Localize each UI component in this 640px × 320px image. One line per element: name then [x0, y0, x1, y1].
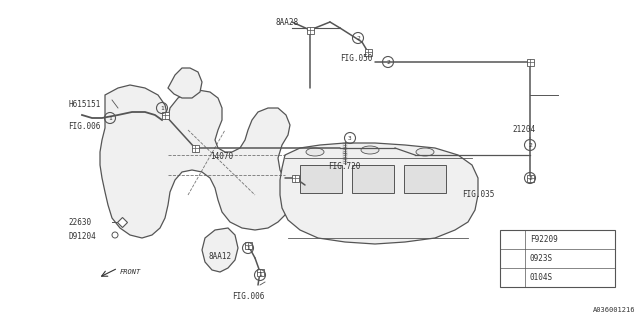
Ellipse shape — [416, 148, 434, 156]
Text: 1: 1 — [246, 245, 250, 251]
Polygon shape — [202, 228, 238, 272]
Bar — [300, 165, 342, 193]
Bar — [404, 165, 446, 193]
Polygon shape — [280, 143, 478, 244]
Text: FIG.720: FIG.720 — [328, 162, 360, 171]
Bar — [352, 165, 394, 193]
Text: 1: 1 — [511, 237, 515, 242]
Text: FIG.006: FIG.006 — [232, 292, 264, 301]
Text: 21204: 21204 — [512, 125, 535, 134]
Text: 3: 3 — [511, 275, 515, 280]
Text: 2: 2 — [528, 175, 532, 180]
Text: 1: 1 — [108, 116, 112, 121]
Text: A036001216: A036001216 — [593, 307, 635, 313]
Text: FRONT: FRONT — [120, 269, 141, 275]
Ellipse shape — [361, 146, 379, 154]
Text: 2: 2 — [511, 256, 515, 261]
Ellipse shape — [306, 148, 324, 156]
Text: FIG.035: FIG.035 — [462, 190, 494, 199]
Text: 1: 1 — [258, 273, 262, 277]
Text: 2: 2 — [528, 142, 532, 148]
Text: D91204: D91204 — [68, 232, 96, 241]
Polygon shape — [168, 68, 202, 98]
Text: 0104S: 0104S — [530, 273, 553, 282]
Bar — [191, 145, 198, 151]
Text: 3: 3 — [348, 135, 352, 140]
Bar — [527, 174, 534, 181]
Text: F92209: F92209 — [530, 235, 557, 244]
Bar — [365, 49, 371, 55]
Text: FIG.050: FIG.050 — [340, 54, 372, 63]
Bar — [244, 242, 252, 249]
Circle shape — [112, 232, 118, 238]
Text: 8AA12: 8AA12 — [208, 252, 231, 261]
Text: 1: 1 — [160, 106, 164, 110]
Bar — [527, 59, 534, 66]
Text: 0923S: 0923S — [530, 254, 553, 263]
Bar — [307, 27, 314, 34]
Text: 22630: 22630 — [68, 218, 91, 227]
Text: 2: 2 — [386, 60, 390, 65]
Text: FIG.006: FIG.006 — [68, 122, 100, 131]
Bar — [161, 111, 168, 118]
Bar — [500, 230, 615, 287]
Text: 8AA28: 8AA28 — [275, 18, 298, 27]
Text: 14070: 14070 — [210, 152, 233, 161]
Bar — [291, 174, 298, 181]
Polygon shape — [100, 85, 290, 238]
Bar — [257, 268, 264, 276]
Text: 2: 2 — [356, 36, 360, 41]
Text: H615151: H615151 — [68, 100, 100, 109]
